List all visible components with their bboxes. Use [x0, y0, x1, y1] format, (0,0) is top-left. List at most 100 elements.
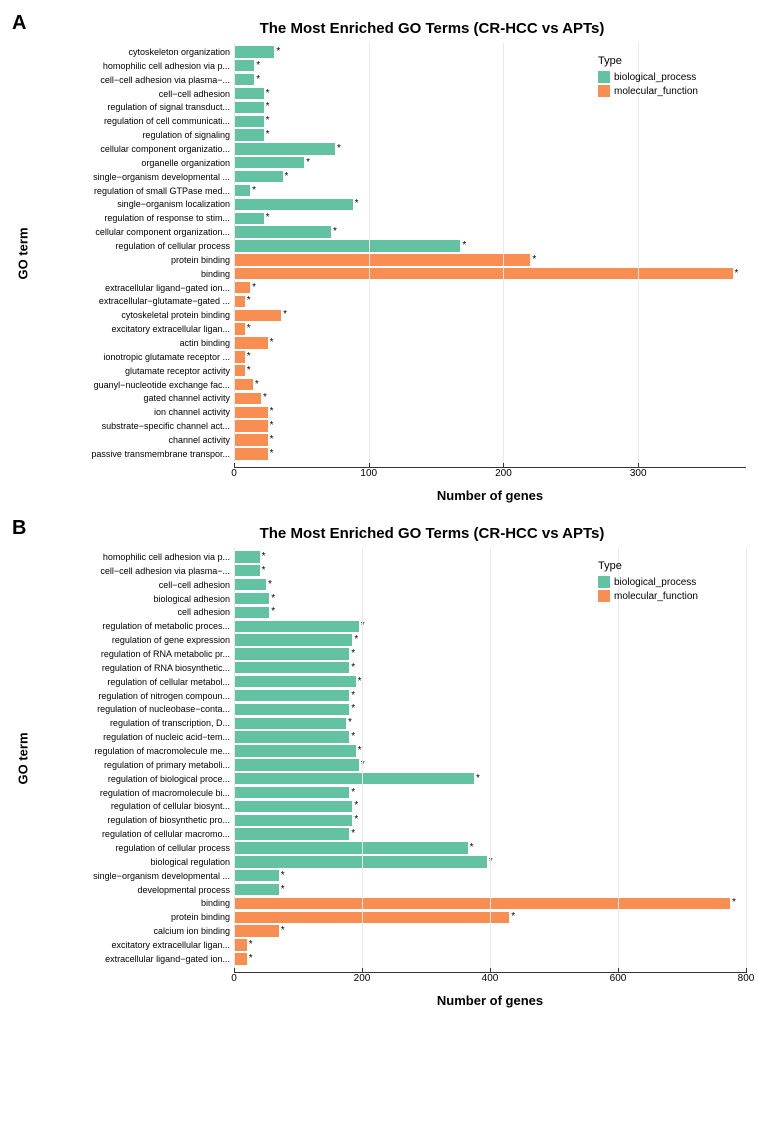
significance-star: *	[256, 61, 260, 71]
bar-biological_process	[234, 226, 331, 237]
significance-star: *	[255, 380, 259, 390]
significance-star: *	[358, 677, 362, 687]
significance-star: *	[262, 566, 266, 576]
go-term-label: regulation of metabolic proces...	[34, 619, 230, 633]
go-term-label: single−organism developmental ...	[34, 170, 230, 184]
significance-star: *	[271, 607, 275, 617]
bar-row: *	[234, 142, 746, 156]
panel-letter-b: B	[12, 517, 26, 540]
go-term-label: regulation of primary metaboli...	[34, 758, 230, 772]
chart-b-title: The Most Enriched GO Terms (CR-HCC vs AP…	[242, 525, 622, 542]
go-term-label: regulation of RNA metabolic pr...	[34, 647, 230, 661]
go-term-label: regulation of nucleobase−conta...	[34, 702, 230, 716]
grid-line	[746, 548, 747, 968]
significance-star: *	[247, 366, 251, 376]
bar-row: *	[234, 308, 746, 322]
go-term-label: actin binding	[34, 336, 230, 350]
bar-biological_process	[234, 815, 352, 826]
legend-title: Type	[598, 55, 738, 67]
bar-biological_process	[234, 74, 254, 85]
legend-item: molecular_function	[598, 85, 738, 97]
bar-row: *	[234, 128, 746, 142]
chart-a-plot: ******************************	[234, 43, 746, 463]
bar-molecular_function	[234, 310, 281, 321]
bar-biological_process	[234, 157, 304, 168]
bar-biological_process	[234, 718, 346, 729]
go-term-label: extracellular ligand−gated ion...	[34, 952, 230, 966]
bar-biological_process	[234, 579, 266, 590]
bar-biological_process	[234, 143, 335, 154]
go-term-label: regulation of biosynthetic pro...	[34, 813, 230, 827]
significance-star: *	[271, 594, 275, 604]
chart-b-xticks: 0200400600800	[234, 973, 746, 991]
legend-title: Type	[598, 560, 738, 572]
grid-line	[638, 43, 639, 463]
go-term-label: excitatory extracellular ligan...	[34, 938, 230, 952]
legend-label: biological_process	[614, 72, 696, 83]
go-term-label: regulation of response to stim...	[34, 211, 230, 225]
significance-star: *	[270, 338, 274, 348]
go-term-label: single−organism developmental ...	[34, 869, 230, 883]
go-term-label: developmental process	[34, 883, 230, 897]
grid-line	[234, 43, 235, 463]
go-term-label: protein binding	[34, 910, 230, 924]
x-tick-label: 0	[231, 468, 237, 479]
go-term-label: regulation of cellular macromo...	[34, 827, 230, 841]
bar-biological_process	[234, 634, 352, 645]
bar-biological_process	[234, 129, 264, 140]
significance-star: *	[358, 746, 362, 756]
bar-biological_process	[234, 690, 349, 701]
bar-row: *	[234, 239, 746, 253]
go-term-label: cell−cell adhesion via plasma−...	[34, 73, 230, 87]
bar-molecular_function	[234, 296, 245, 307]
go-term-label: cellular component organizatio...	[34, 142, 230, 156]
go-term-label: channel activity	[34, 433, 230, 447]
x-tick-label: 800	[738, 973, 755, 984]
bar-row: *	[234, 405, 746, 419]
bar-molecular_function	[234, 379, 253, 390]
chart-b-plot: ******************************	[234, 548, 746, 968]
significance-star: *	[351, 704, 355, 714]
go-term-label: regulation of nitrogen compoun...	[34, 689, 230, 703]
significance-star: *	[270, 407, 274, 417]
significance-star: *	[249, 940, 253, 950]
bar-row: *	[234, 114, 746, 128]
go-term-label: cell−cell adhesion	[34, 87, 230, 101]
panel-a: A The Most Enriched GO Terms (CR-HCC vs …	[12, 20, 746, 497]
bar-biological_process	[234, 759, 359, 770]
significance-star: *	[337, 144, 341, 154]
go-term-label: regulation of biological proce...	[34, 772, 230, 786]
significance-star: *	[270, 421, 274, 431]
significance-star: *	[351, 732, 355, 742]
panel-b: B The Most Enriched GO Terms (CR-HCC vs …	[12, 525, 746, 1002]
bar-molecular_function	[234, 407, 268, 418]
legend-swatch	[598, 85, 610, 97]
go-term-label: regulation of cell communicati...	[34, 114, 230, 128]
go-term-label: homophilic cell adhesion via p...	[34, 550, 230, 564]
significance-star: *	[276, 47, 280, 57]
go-term-label: regulation of cellular process	[34, 239, 230, 253]
significance-star: *	[263, 393, 267, 403]
legend-label: molecular_function	[614, 591, 698, 602]
legend-item: biological_process	[598, 71, 738, 83]
go-term-label: cytoskeletal protein binding	[34, 308, 230, 322]
significance-star: *	[462, 241, 466, 251]
significance-star: *	[266, 116, 270, 126]
bar-molecular_function	[234, 365, 245, 376]
significance-star: *	[532, 255, 536, 265]
significance-star: *	[470, 843, 474, 853]
chart-a-body: GO term cytoskeleton organizationhomophi…	[12, 43, 746, 463]
legend-item: molecular_function	[598, 590, 738, 602]
go-term-label: regulation of cellular biosynt...	[34, 799, 230, 813]
go-term-label: regulation of gene expression	[34, 633, 230, 647]
significance-star: *	[351, 829, 355, 839]
go-term-label: biological adhesion	[34, 592, 230, 606]
significance-star: *	[348, 718, 352, 728]
significance-star: *	[306, 158, 310, 168]
bar-biological_process	[234, 171, 283, 182]
x-tick-label: 100	[360, 468, 377, 479]
bar-biological_process	[234, 773, 474, 784]
significance-star: *	[266, 102, 270, 112]
bar-molecular_function	[234, 254, 530, 265]
significance-star: *	[283, 310, 287, 320]
